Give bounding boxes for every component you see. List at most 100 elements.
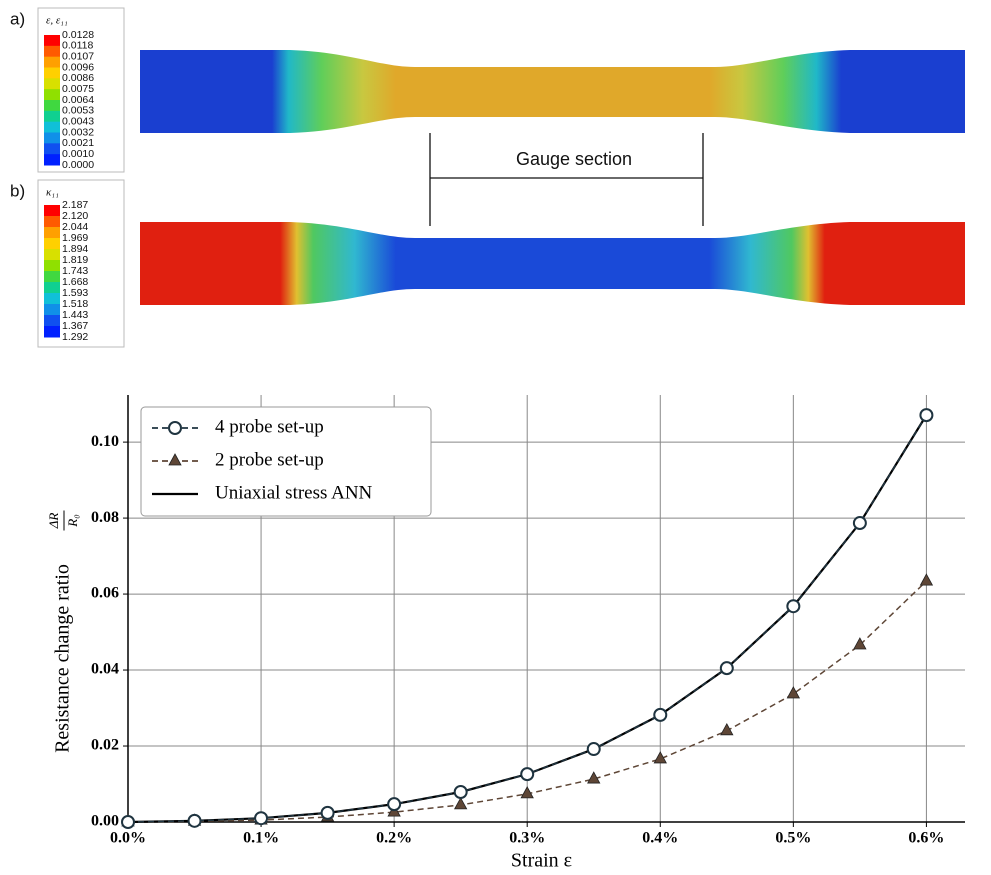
legend-swatch bbox=[44, 132, 60, 144]
legend-title: κ₁₁ bbox=[46, 187, 59, 199]
y-tick-label: 0.08 bbox=[91, 509, 119, 526]
panel-tag: b) bbox=[10, 181, 25, 200]
marker bbox=[919, 408, 934, 423]
legend-value: 1.443 bbox=[62, 309, 88, 321]
legend-swatch bbox=[44, 121, 60, 133]
legend-value: 0.0128 bbox=[62, 29, 94, 41]
gauge-label: Gauge section bbox=[516, 149, 632, 169]
legend-value: 0.0096 bbox=[62, 61, 94, 73]
marker bbox=[520, 786, 534, 799]
legend-swatch bbox=[44, 89, 60, 101]
legend-marker bbox=[168, 453, 182, 466]
marker bbox=[587, 771, 601, 784]
legend-swatch bbox=[44, 282, 60, 294]
panel-tag: a) bbox=[10, 9, 25, 28]
marker bbox=[786, 686, 801, 699]
y-label-denominator: R₀ bbox=[65, 514, 80, 527]
legend-swatch bbox=[44, 205, 60, 217]
marker bbox=[719, 661, 734, 676]
marker bbox=[387, 797, 402, 812]
legend-value: 2.120 bbox=[62, 210, 88, 222]
legend-swatch bbox=[44, 154, 60, 166]
legend-value: 0.0075 bbox=[62, 83, 94, 95]
legend-value: 0.0032 bbox=[62, 126, 94, 138]
legend-value: 0.0021 bbox=[62, 137, 94, 149]
x-tick-label: 0.6% bbox=[908, 830, 944, 847]
marker bbox=[320, 805, 335, 820]
marker bbox=[254, 811, 269, 826]
legend-value: 0.0053 bbox=[62, 105, 94, 117]
legend-value: 1.367 bbox=[62, 320, 88, 332]
legend-label: Uniaxial stress ANN bbox=[215, 482, 373, 503]
marker bbox=[653, 751, 667, 764]
legend-swatch bbox=[44, 143, 60, 155]
x-tick-label: 0.3% bbox=[509, 830, 545, 847]
legend-swatch bbox=[44, 326, 60, 338]
legend-value: 1.593 bbox=[62, 287, 88, 299]
marker bbox=[919, 573, 934, 586]
marker bbox=[786, 599, 801, 614]
legend-swatch bbox=[44, 249, 60, 261]
legend-value: 0.0043 bbox=[62, 115, 94, 127]
y-axis-label: Resistance change ratio ΔR R₀ bbox=[46, 510, 80, 753]
legend-swatch bbox=[44, 78, 60, 90]
legend-value: 0.0064 bbox=[62, 94, 94, 106]
legend-swatch bbox=[44, 45, 60, 58]
gauge-bracket bbox=[429, 133, 704, 226]
marker bbox=[852, 516, 867, 531]
legend-swatch bbox=[44, 271, 60, 283]
legend-value: 1.292 bbox=[62, 331, 88, 343]
legend-value: 2.044 bbox=[62, 221, 88, 233]
legend-swatch bbox=[44, 56, 60, 68]
specimen-b bbox=[140, 222, 965, 305]
legend-value: 0.0086 bbox=[62, 72, 94, 84]
legend-label: 2 probe set-up bbox=[215, 449, 324, 470]
y-tick-label: 0.02 bbox=[91, 737, 119, 754]
x-tick-label: 0.5% bbox=[775, 830, 811, 847]
y-tick-label: 0.04 bbox=[91, 661, 119, 678]
marker bbox=[586, 742, 601, 757]
x-tick-label: 0.4% bbox=[642, 830, 678, 847]
marker bbox=[187, 813, 202, 828]
legend-swatch bbox=[44, 315, 60, 327]
legend-marker bbox=[168, 421, 182, 435]
legend-swatch bbox=[44, 227, 60, 239]
specimen-a bbox=[140, 50, 965, 133]
legend-swatch bbox=[44, 238, 60, 250]
legend-swatch bbox=[44, 67, 60, 79]
legend-title: ε, ε₁₁ bbox=[46, 15, 68, 27]
legend-swatch bbox=[44, 35, 60, 47]
y-tick-label: 0.00 bbox=[91, 813, 119, 830]
legend-swatch bbox=[44, 216, 60, 228]
legend-value: 1.969 bbox=[62, 232, 88, 244]
legend-value: 2.187 bbox=[62, 199, 88, 211]
x-tick-label: 0.0% bbox=[110, 830, 146, 847]
marker bbox=[453, 784, 468, 799]
legend-value: 0.0107 bbox=[62, 50, 94, 62]
legend-swatch bbox=[44, 260, 60, 272]
legend-value: 0.0010 bbox=[62, 148, 94, 160]
legend-swatch bbox=[44, 304, 60, 316]
legend-swatch bbox=[44, 293, 60, 305]
marker bbox=[853, 637, 867, 650]
legend-value: 1.668 bbox=[62, 276, 88, 288]
legend-frame bbox=[140, 406, 432, 517]
legend-value: 0.0000 bbox=[62, 159, 94, 171]
y-label-numerator: ΔR bbox=[46, 513, 61, 530]
legend-swatch bbox=[44, 110, 60, 123]
legend-label: 4 probe set-up bbox=[215, 416, 324, 437]
y-tick-label: 0.06 bbox=[91, 585, 119, 602]
marker bbox=[520, 767, 535, 782]
legend-value: 0.0118 bbox=[62, 40, 93, 52]
marker bbox=[453, 797, 468, 810]
legend-value: 1.518 bbox=[62, 298, 88, 310]
legend-value: 1.894 bbox=[62, 243, 88, 255]
legend-value: 1.743 bbox=[62, 265, 88, 277]
legend-swatch bbox=[44, 100, 60, 112]
marker bbox=[653, 707, 668, 722]
marker bbox=[121, 815, 135, 829]
x-tick-label: 0.2% bbox=[376, 830, 412, 847]
y-axis-title: Resistance change ratio bbox=[52, 564, 74, 753]
x-axis-label: Strain ε bbox=[511, 850, 572, 872]
